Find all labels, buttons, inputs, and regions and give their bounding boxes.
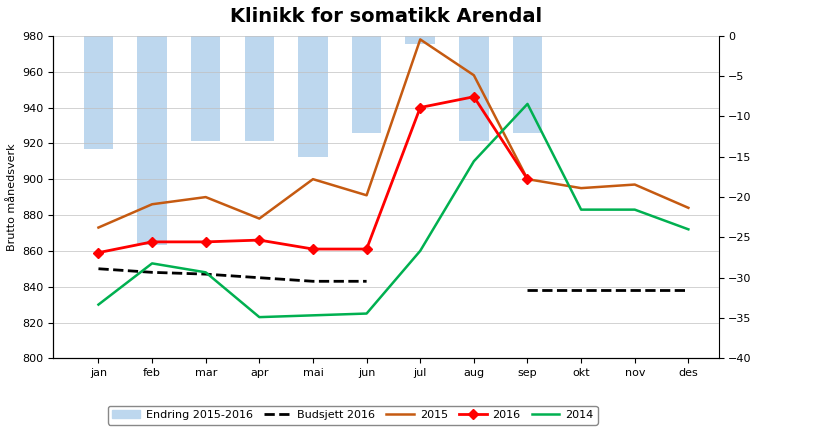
Bar xyxy=(459,36,489,141)
Bar xyxy=(191,36,221,141)
Bar xyxy=(513,36,542,132)
Bar xyxy=(244,36,274,141)
Bar xyxy=(352,36,382,132)
Bar xyxy=(406,36,435,44)
Legend: Endring 2015-2016, Budsjett 2016, 2015, 2016, 2014: Endring 2015-2016, Budsjett 2016, 2015, … xyxy=(108,406,597,425)
Bar xyxy=(137,36,167,246)
Title: Klinikk for somatikk Arendal: Klinikk for somatikk Arendal xyxy=(230,7,542,26)
Bar xyxy=(83,36,113,149)
Bar xyxy=(298,36,328,157)
Y-axis label: Brutto månedsverk: Brutto månedsverk xyxy=(7,143,17,251)
